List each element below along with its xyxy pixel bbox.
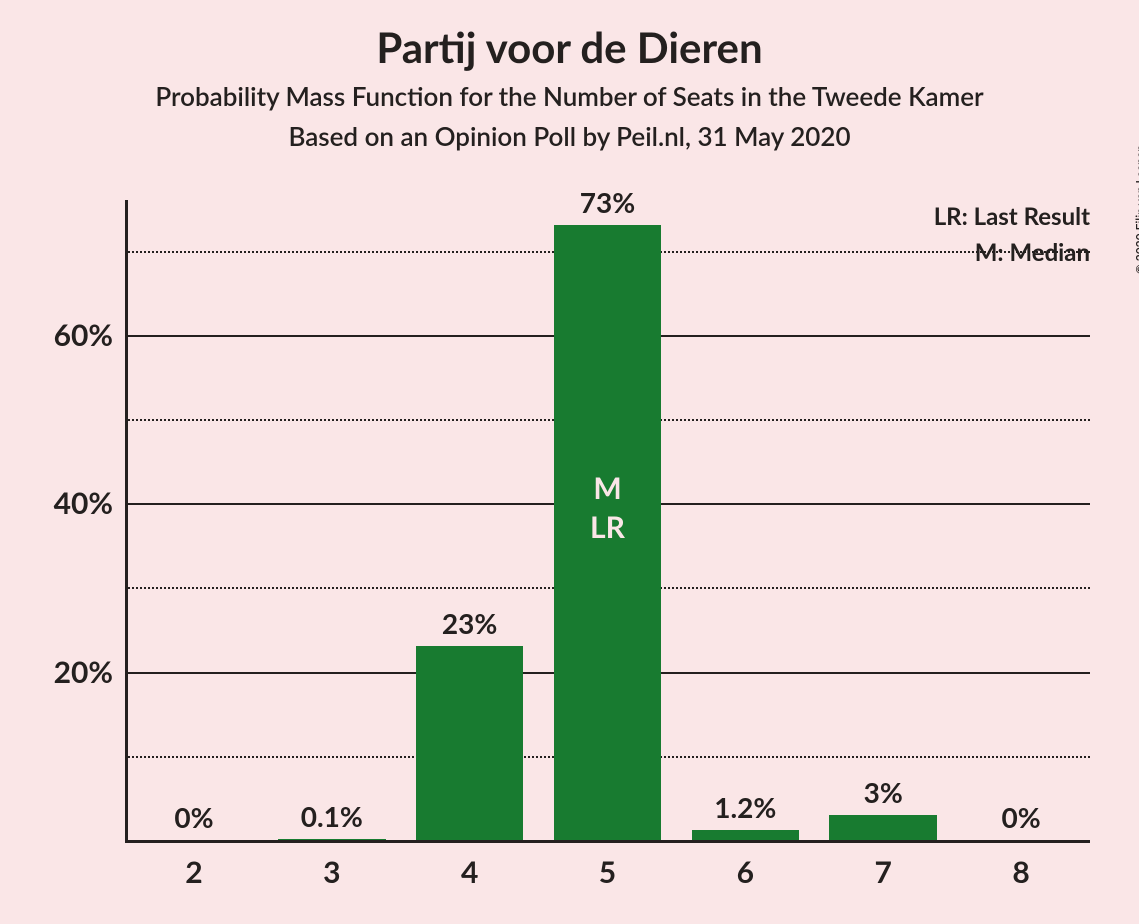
bar-annotation: MLR xyxy=(548,469,668,547)
bar-value-label: 0% xyxy=(951,800,1091,834)
bar xyxy=(278,839,386,840)
bar xyxy=(692,830,800,840)
x-axis xyxy=(125,840,1090,843)
xtick-label: 5 xyxy=(558,854,658,890)
bar-value-label: 3% xyxy=(813,775,953,809)
chart-subtitle-2: Based on an Opinion Poll by Peil.nl, 31 … xyxy=(0,120,1139,152)
xtick-label: 3 xyxy=(282,854,382,890)
bar-value-label: 23% xyxy=(400,606,540,640)
y-axis xyxy=(125,200,128,840)
bar-value-label: 1.2% xyxy=(675,790,815,824)
xtick-label: 7 xyxy=(833,854,933,890)
xtick-label: 6 xyxy=(695,854,795,890)
chart-title: Partij voor de Dieren xyxy=(0,22,1139,72)
xtick-label: 2 xyxy=(144,854,244,890)
ytick-label: 40% xyxy=(54,485,113,521)
bar-annotation-line: M xyxy=(548,469,668,508)
ytick-label: 60% xyxy=(54,317,113,353)
legend-last-result: LR: Last Result xyxy=(934,202,1090,231)
bar xyxy=(416,646,524,840)
legend-median: M: Median xyxy=(975,238,1090,267)
bar-value-label: 0% xyxy=(124,800,264,834)
chart-subtitle-1: Probability Mass Function for the Number… xyxy=(0,80,1139,112)
bar xyxy=(829,815,937,840)
chart-container: Partij voor de Dieren Probability Mass Fu… xyxy=(0,0,1139,924)
bar-value-label: 73% xyxy=(538,185,678,219)
ytick-label: 20% xyxy=(54,654,113,690)
bar-annotation-line: LR xyxy=(548,508,668,547)
bar-value-label: 0.1% xyxy=(262,799,402,833)
xtick-label: 4 xyxy=(420,854,520,890)
copyright-text: © 2020 Filip van Laenen xyxy=(1133,145,1139,274)
xtick-label: 8 xyxy=(971,854,1071,890)
